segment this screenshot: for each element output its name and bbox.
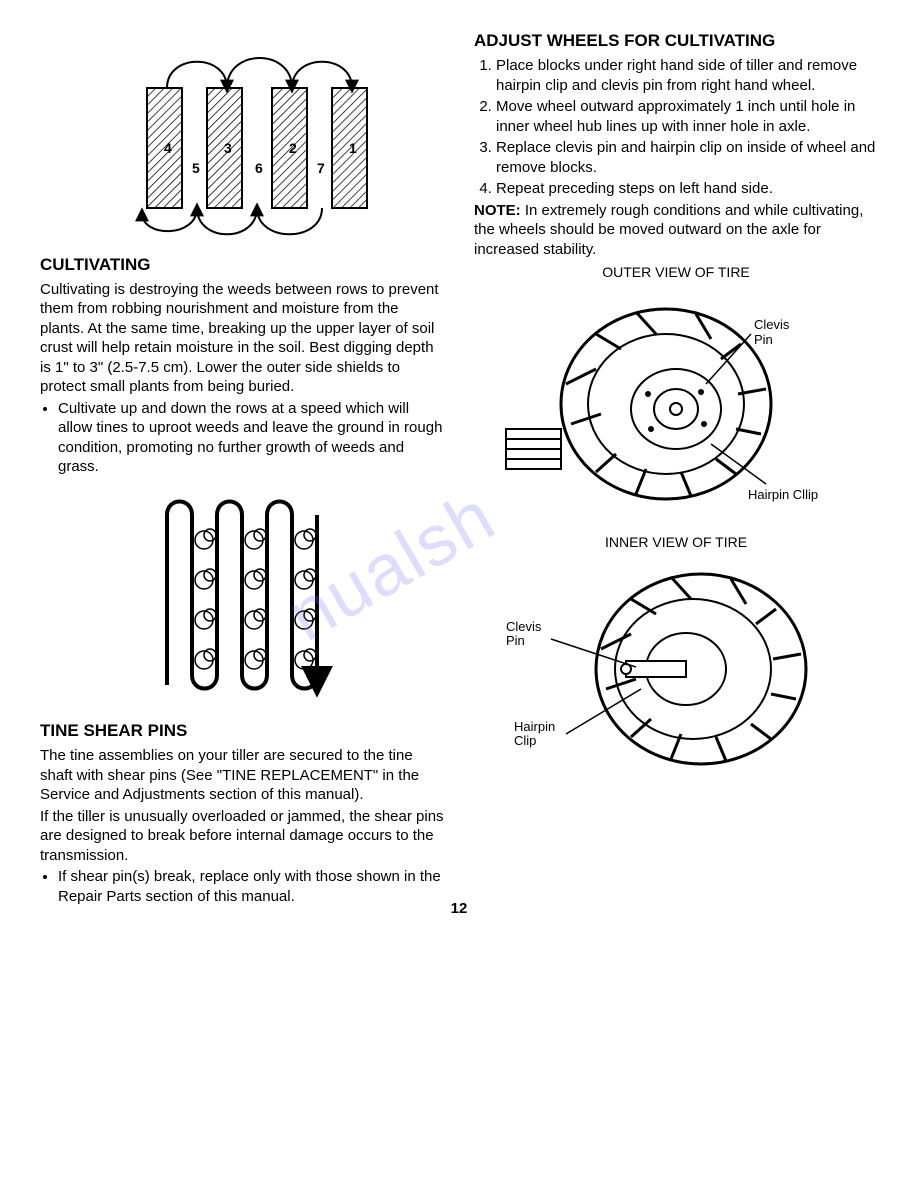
callout-hairpin-outer: Hairpin Cllip xyxy=(748,487,818,502)
svg-text:Clip: Clip xyxy=(514,733,536,748)
outer-tire-diagram: Clevis Pin Hairpin Cllip xyxy=(474,289,878,525)
inner-view-label: INNER VIEW OF TIRE xyxy=(474,533,878,551)
svg-text:6: 6 xyxy=(255,160,263,176)
step-3: Replace clevis pin and hairpin clip on i… xyxy=(496,138,878,177)
cultivating-heading: CULTIVATING xyxy=(40,254,444,276)
shear-p2: If the tiller is unusually overloaded or… xyxy=(40,807,444,866)
left-column: 4 3 2 1 5 6 7 CULTIVATING Cultivating is… xyxy=(40,30,444,908)
note-label: NOTE: xyxy=(474,202,521,219)
cultivating-bullet: Cultivate up and down the rows at a spee… xyxy=(58,399,444,477)
step-2: Move wheel outward approximately 1 inch … xyxy=(496,97,878,136)
svg-text:4: 4 xyxy=(164,140,172,156)
cultivating-pattern-diagram: 4 3 2 1 5 6 7 xyxy=(40,38,444,244)
shear-p1: The tine assemblies on your tiller are s… xyxy=(40,746,444,805)
note: NOTE: In extremely rough conditions and … xyxy=(474,201,878,260)
adjust-steps: Place blocks under right hand side of ti… xyxy=(474,56,878,199)
outer-view-label: OUTER VIEW OF TIRE xyxy=(474,263,878,281)
svg-text:7: 7 xyxy=(317,160,325,176)
serpentine-diagram xyxy=(40,485,444,711)
adjust-heading: ADJUST WHEELS FOR CULTIVATING xyxy=(474,30,878,52)
step-4: Repeat preceding steps on left hand side… xyxy=(496,179,878,199)
note-body: In extremely rough conditions and while … xyxy=(474,202,863,258)
svg-text:3: 3 xyxy=(224,140,232,156)
page-number: 12 xyxy=(0,899,918,919)
right-column: ADJUST WHEELS FOR CULTIVATING Place bloc… xyxy=(474,30,878,908)
step-1: Place blocks under right hand side of ti… xyxy=(496,56,878,95)
inner-tire-diagram: Clevis Pin Hairpin Clip xyxy=(474,559,878,795)
callout-clevis-inner: Clevis xyxy=(506,619,542,634)
svg-text:2: 2 xyxy=(289,140,297,156)
callout-clevis-outer: Clevis xyxy=(754,317,790,332)
svg-text:1: 1 xyxy=(349,140,357,156)
svg-text:5: 5 xyxy=(192,160,200,176)
svg-text:Pin: Pin xyxy=(506,633,525,648)
svg-text:Pin: Pin xyxy=(754,332,773,347)
shear-heading: TINE SHEAR PINS xyxy=(40,720,444,742)
callout-hairpin-inner: Hairpin xyxy=(514,719,555,734)
cultivating-body: Cultivating is destroying the weeds betw… xyxy=(40,280,444,397)
